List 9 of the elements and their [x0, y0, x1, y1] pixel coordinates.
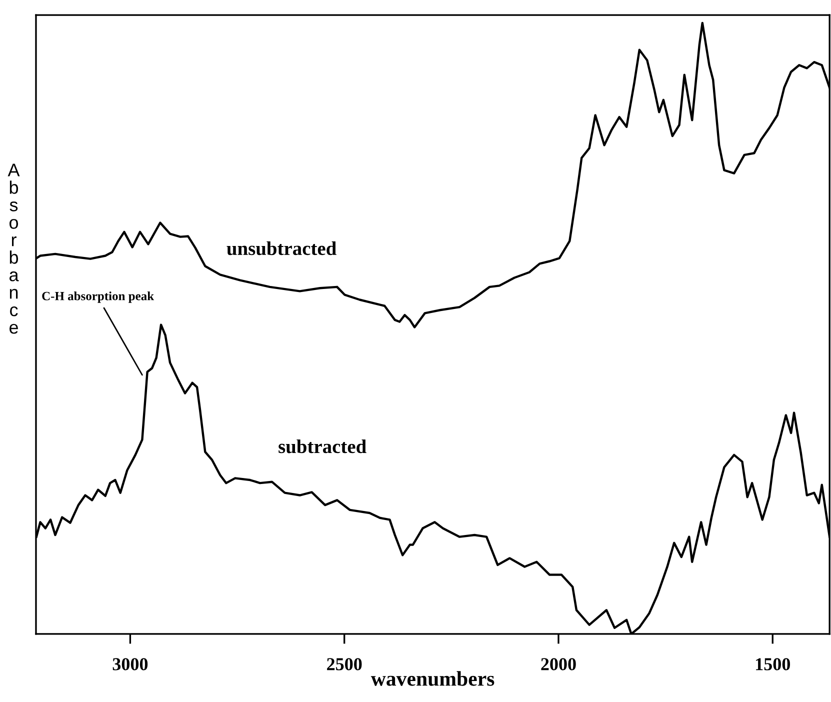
annotation: C-H absorption peak [42, 292, 154, 303]
text: Absorbance [8, 164, 20, 334]
x-tick-label: 1500 [756, 658, 790, 670]
x-axis-title: wavenumbers [370, 671, 494, 686]
x-tick-label: 3000 [112, 658, 148, 670]
series-label: unsubtracted [226, 241, 336, 256]
x-tick-label: 2000 [541, 658, 576, 670]
series-label: subtracted [278, 439, 366, 454]
x-tick-label: 2500 [327, 658, 362, 670]
